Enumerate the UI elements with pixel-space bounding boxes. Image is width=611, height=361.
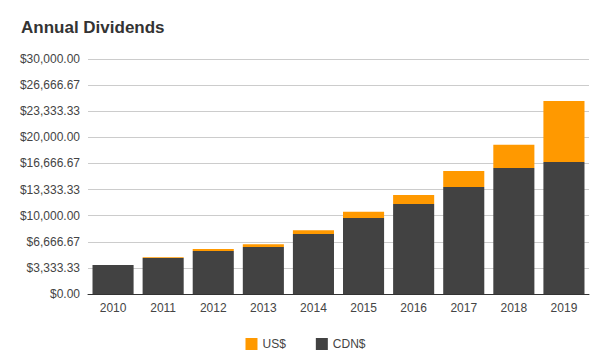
svg-text:$3,333.33: $3,333.33 [27, 261, 81, 275]
svg-text:2013: 2013 [250, 301, 277, 315]
svg-text:$0.00: $0.00 [50, 287, 80, 301]
svg-text:2018: 2018 [500, 301, 527, 315]
svg-text:$20,000.00: $20,000.00 [20, 130, 80, 144]
svg-text:$13,333.33: $13,333.33 [20, 183, 80, 197]
svg-text:2015: 2015 [350, 301, 377, 315]
svg-text:2010: 2010 [100, 301, 127, 315]
svg-text:$26,666.67: $26,666.67 [20, 78, 80, 92]
svg-text:CDN$: CDN$ [333, 337, 366, 351]
svg-text:Annual Dividends: Annual Dividends [21, 18, 165, 37]
svg-text:2017: 2017 [450, 301, 477, 315]
svg-text:$10,000.00: $10,000.00 [20, 209, 80, 223]
svg-text:2011: 2011 [150, 301, 176, 315]
svg-text:US$: US$ [262, 337, 286, 351]
svg-text:2014: 2014 [300, 301, 327, 315]
svg-text:$23,333.33: $23,333.33 [20, 104, 80, 118]
svg-text:$6,666.67: $6,666.67 [27, 235, 81, 249]
svg-text:2019: 2019 [551, 301, 578, 315]
svg-text:$30,000.00: $30,000.00 [20, 52, 80, 66]
svg-text:$16,666.67: $16,666.67 [20, 156, 80, 170]
svg-text:2012: 2012 [200, 301, 227, 315]
svg-text:2016: 2016 [400, 301, 427, 315]
